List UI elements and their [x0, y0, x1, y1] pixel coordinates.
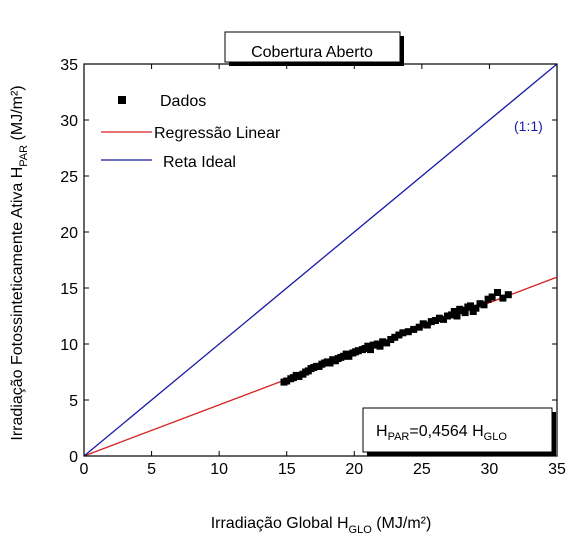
axis-ticks: 0 5 10 15 20 25 30 35 0 5 10 15 20 25 30 35	[60, 57, 566, 478]
data-point	[345, 352, 353, 360]
legend: Dados Regressão Linear Reta Ideal	[92, 89, 281, 181]
x-tick-label: 30	[481, 461, 499, 478]
y-tick-label: 20	[60, 225, 78, 242]
data-point	[410, 325, 418, 333]
x-tick-label: 20	[345, 461, 363, 478]
chart-title: Cobertura Aberto	[251, 44, 373, 61]
data-point	[415, 323, 423, 331]
series-line	[83, 63, 558, 457]
data-point	[419, 320, 427, 328]
data-point	[376, 342, 384, 350]
data-point	[391, 333, 399, 341]
data-point	[472, 304, 480, 312]
data-point	[467, 302, 474, 310]
data-point	[476, 300, 484, 308]
equation-box: HPAR=0,4564 HGLO	[362, 407, 556, 456]
data-point	[504, 291, 512, 299]
chart-title-box: Cobertura Aberto	[224, 31, 404, 66]
data-point	[484, 295, 492, 303]
legend-label-regressao: Regressão Linear	[154, 125, 281, 142]
legend-marker-dados	[118, 96, 126, 104]
data-point	[453, 312, 461, 320]
data-point	[404, 328, 412, 336]
data-point	[387, 336, 395, 343]
y-tick-label: 0	[69, 449, 78, 466]
x-tick-label: 25	[413, 461, 431, 478]
y-tick-label: 35	[60, 57, 78, 74]
data-point	[427, 318, 435, 326]
legend-label-reta-ideal: Reta Ideal	[163, 154, 236, 171]
x-tick-label: 35	[548, 461, 566, 478]
data-point	[383, 339, 391, 347]
y-tick-label: 10	[60, 337, 78, 354]
y-tick-label: 30	[60, 113, 78, 130]
data-points	[280, 289, 512, 386]
data-point	[369, 341, 377, 349]
y-tick-label: 25	[60, 169, 78, 186]
data-point	[461, 309, 469, 317]
y-tick-label: 5	[69, 393, 78, 410]
data-point	[367, 346, 374, 354]
data-point	[295, 373, 303, 380]
x-axis-title: Irradiação Global HGLO (MJ/m²)	[211, 515, 432, 536]
ideal-line-annotation: (1:1)	[514, 118, 543, 134]
data-point	[450, 308, 458, 315]
series-lines	[83, 63, 558, 457]
data-point	[354, 347, 362, 355]
data-point	[399, 329, 407, 337]
data-point	[435, 314, 443, 322]
y-tick-label: 15	[60, 281, 78, 298]
data-point	[499, 294, 507, 302]
x-tick-label: 10	[210, 461, 228, 478]
data-point	[480, 301, 488, 309]
data-point	[423, 321, 431, 329]
data-point	[283, 377, 291, 385]
data-point	[444, 312, 451, 320]
regression-equation: HPAR=0,4564 HGLO	[376, 423, 507, 443]
legend-label-dados: Dados	[160, 93, 206, 110]
y-axis-title: Irradiação Fotossinteticamente Ativa HPA…	[9, 85, 30, 440]
x-tick-label: 0	[80, 461, 89, 478]
data-point	[494, 289, 501, 296]
data-point	[488, 293, 496, 301]
data-point	[440, 315, 447, 323]
x-tick-label: 5	[147, 461, 156, 478]
data-point	[395, 331, 403, 339]
data-point	[379, 338, 387, 346]
data-point	[431, 317, 439, 324]
x-tick-label: 15	[278, 461, 296, 478]
